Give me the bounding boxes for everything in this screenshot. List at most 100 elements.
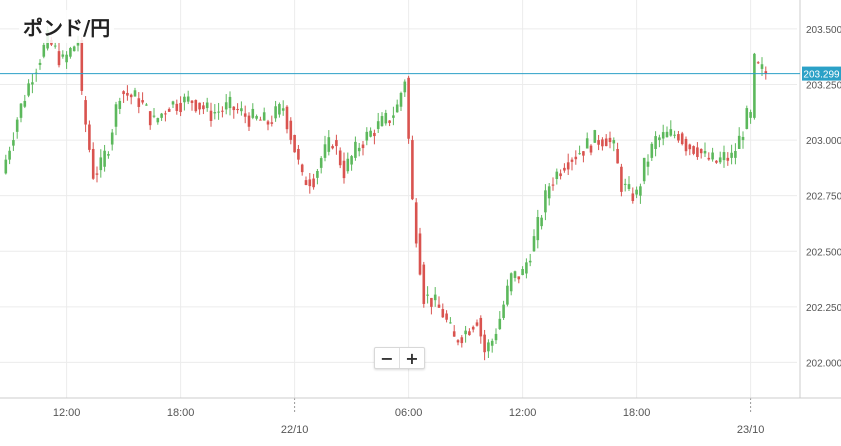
candle-body — [308, 179, 312, 187]
candle-body — [213, 112, 217, 114]
candle-body — [604, 138, 608, 147]
candle-body — [289, 120, 293, 140]
candle-body — [437, 304, 441, 308]
candle-body — [297, 148, 300, 160]
candle-body — [259, 119, 262, 121]
candle-body — [95, 173, 99, 175]
y-tick-label: 202.250 — [806, 303, 841, 314]
candle-body — [354, 141, 357, 158]
candle-body — [574, 156, 578, 160]
candle-body — [498, 318, 502, 330]
candle-body — [65, 54, 68, 63]
candle-body — [27, 83, 30, 96]
candle-body — [680, 133, 684, 145]
candle-body — [608, 137, 612, 143]
candle-body — [183, 96, 186, 103]
candle-body — [696, 147, 699, 157]
candle-body — [137, 98, 141, 107]
zoom-out-button[interactable]: − — [380, 348, 394, 368]
candle-body — [418, 233, 422, 275]
candle-body — [578, 153, 581, 155]
candle-body — [566, 162, 570, 170]
candle-body — [471, 326, 475, 330]
chart-title: ポンド/円 — [19, 10, 115, 43]
candle-body — [585, 138, 589, 149]
candle-body — [388, 120, 391, 123]
candle-body — [403, 81, 407, 93]
candle-body — [692, 146, 695, 154]
candle-body — [414, 202, 418, 244]
candle-body — [323, 144, 327, 158]
candle-body — [205, 102, 209, 109]
candle-body — [278, 104, 281, 115]
candle-body — [164, 113, 167, 115]
candle-body — [688, 144, 692, 150]
candle-body — [760, 64, 764, 69]
candle-body — [190, 100, 194, 103]
candle-body — [749, 112, 752, 118]
candle-body — [718, 157, 722, 163]
candle-body — [84, 100, 87, 125]
candle-body — [593, 130, 597, 143]
candle-body — [673, 134, 676, 136]
candle-body — [53, 45, 57, 47]
candle-body — [430, 297, 433, 307]
candle-body — [506, 285, 509, 305]
y-tick-label: 202.750 — [806, 192, 841, 203]
candle-body — [540, 217, 543, 227]
candle-body — [99, 157, 103, 171]
candle-body — [129, 94, 133, 98]
candle-body — [433, 294, 437, 301]
y-tick-label: 203.500 — [806, 25, 841, 36]
candle-body — [627, 184, 631, 189]
candle-body — [479, 317, 483, 337]
candle-body — [23, 100, 27, 107]
candle-body — [597, 140, 600, 145]
candle-body — [38, 62, 42, 65]
candle-body — [665, 131, 669, 138]
candle-body — [658, 137, 661, 141]
zoom-in-button[interactable]: + — [399, 348, 424, 368]
candle-body — [357, 147, 361, 152]
candle-body — [753, 53, 756, 118]
candle-body — [399, 92, 403, 107]
candle-body — [274, 106, 277, 119]
candle-body — [91, 148, 95, 179]
y-tick-label: 202.000 — [806, 358, 841, 369]
candle-body — [639, 186, 642, 196]
candle-body — [528, 260, 532, 263]
candle-body — [335, 140, 338, 147]
candle-body — [141, 100, 144, 103]
candle-body — [661, 132, 665, 139]
candle-body — [726, 157, 730, 161]
candle-body — [304, 180, 308, 185]
candle-body — [156, 118, 160, 123]
candle-body — [612, 140, 616, 144]
candle-body — [319, 158, 323, 168]
candle-body — [15, 119, 19, 132]
candle-body — [699, 148, 703, 154]
candle-body — [616, 148, 619, 164]
candle-body — [243, 113, 247, 117]
zoom-controls: − + — [374, 347, 425, 369]
candle-body — [266, 121, 270, 125]
candle-body — [460, 337, 464, 344]
current-price-label: 203.299 — [803, 70, 840, 81]
x-tick-label: 18:00 — [167, 407, 195, 419]
candle-body — [221, 110, 224, 112]
candle-body — [456, 340, 460, 343]
candle-body — [426, 294, 429, 296]
candle-body — [194, 100, 198, 112]
candle-body — [635, 189, 638, 195]
candle-body — [361, 144, 365, 149]
y-tick-label: 203.250 — [806, 80, 841, 91]
candle-body — [251, 108, 255, 118]
candle-body — [601, 139, 604, 147]
candle-body — [445, 313, 448, 320]
candle-body — [646, 161, 650, 167]
candle-body — [19, 103, 23, 118]
candle-body — [88, 124, 91, 150]
candle-body — [547, 186, 551, 199]
